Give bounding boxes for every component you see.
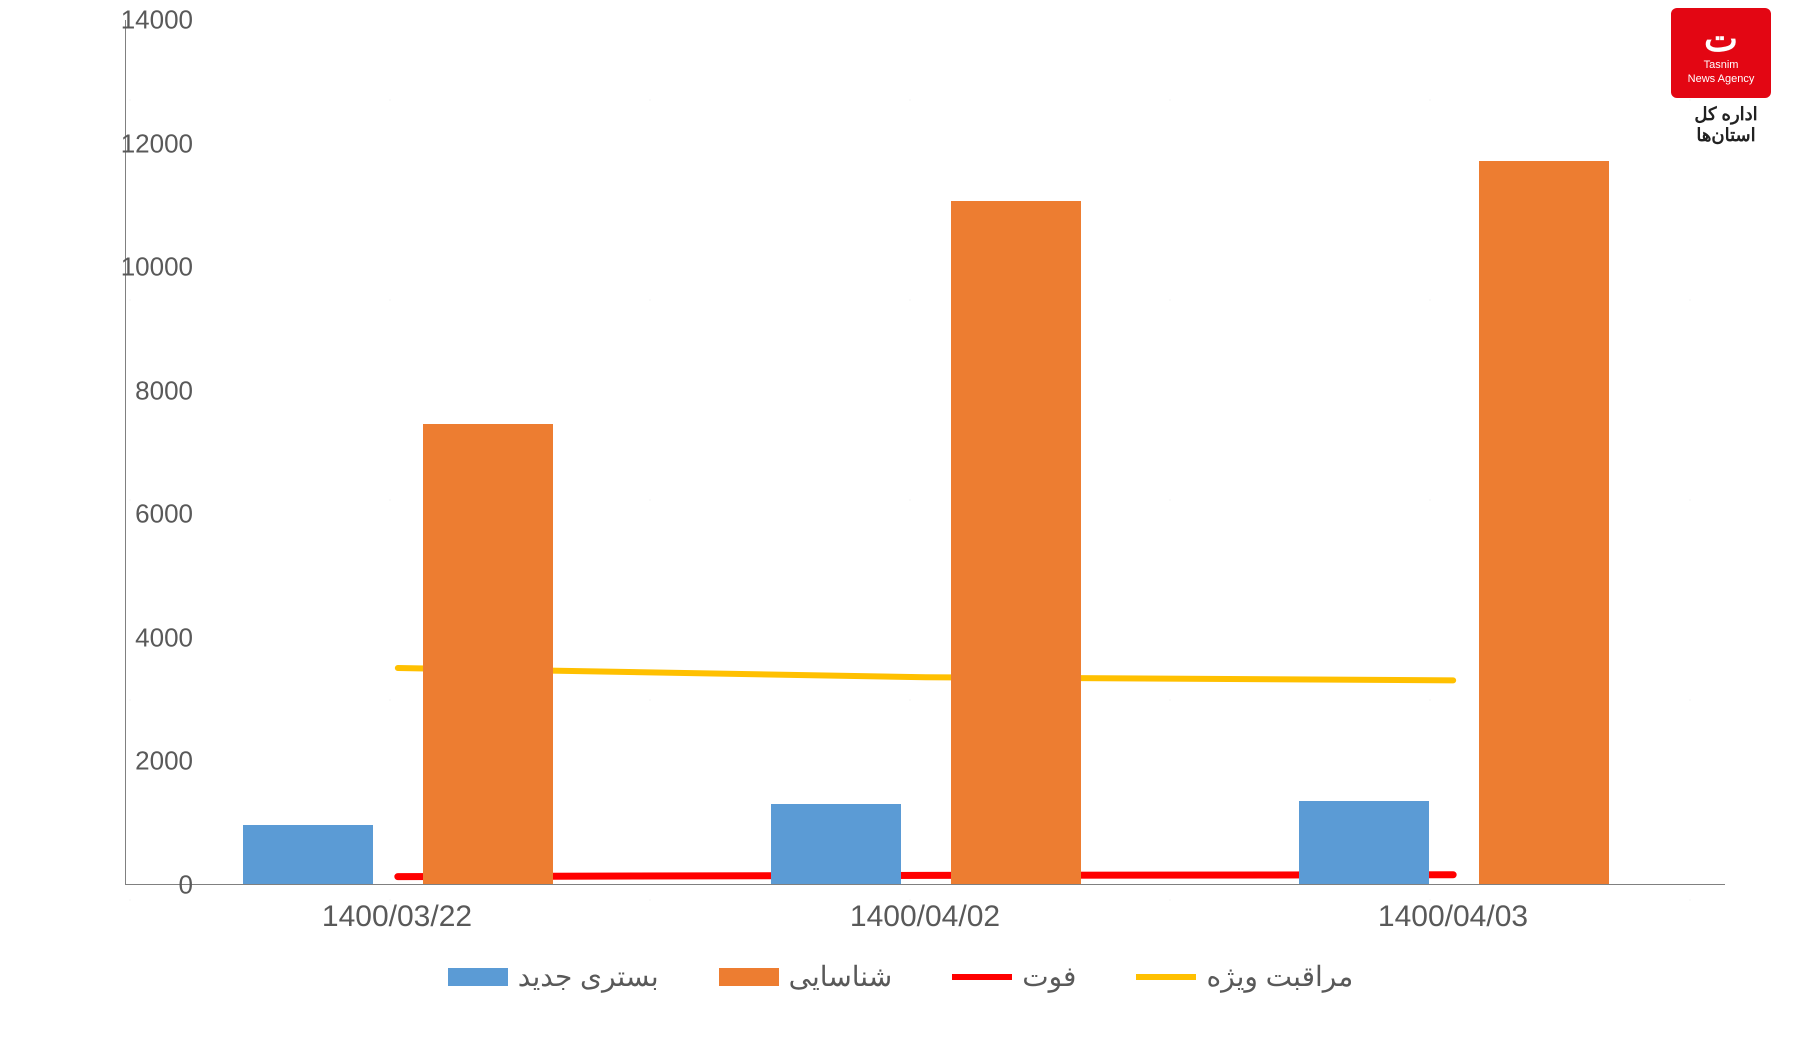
bar <box>951 201 1081 884</box>
y-tick-label: 14000 <box>83 5 193 36</box>
y-tick-label: 8000 <box>83 375 193 406</box>
legend-item: مراقبت ویژه <box>1136 960 1353 993</box>
legend-swatch <box>1136 974 1196 980</box>
series-line <box>398 875 1453 877</box>
legend-item: شناسایی <box>719 960 893 993</box>
series-line <box>398 668 1453 680</box>
chart-container: ت Tasnim News Agency اداره کل استان‌ها م… <box>0 0 1801 1045</box>
y-tick-label: 0 <box>83 870 193 901</box>
legend-item: بستری جدید <box>448 960 659 993</box>
plot-area <box>125 20 1725 885</box>
legend-label: فوت <box>1022 960 1076 993</box>
legend-label: بستری جدید <box>518 960 659 993</box>
y-tick-label: 10000 <box>83 252 193 283</box>
legend-swatch <box>952 974 1012 980</box>
bar <box>771 804 901 884</box>
x-tick-label: 1400/03/22 <box>322 900 472 934</box>
y-tick-label: 6000 <box>83 499 193 530</box>
legend-swatch <box>719 968 779 986</box>
legend-label: شناسایی <box>789 960 893 993</box>
legend-swatch <box>448 968 508 986</box>
y-tick-label: 12000 <box>83 128 193 159</box>
legend: مراقبت ویژه فوت شناسایی بستری جدید <box>0 960 1801 993</box>
x-tick-label: 1400/04/02 <box>850 900 1000 934</box>
x-tick-label: 1400/04/03 <box>1378 900 1528 934</box>
y-tick-label: 4000 <box>83 622 193 653</box>
bar <box>1299 801 1429 884</box>
bar <box>1479 161 1609 884</box>
legend-item: فوت <box>952 960 1076 993</box>
bar <box>243 825 373 884</box>
bar <box>423 424 553 884</box>
y-tick-label: 2000 <box>83 746 193 777</box>
legend-label: مراقبت ویژه <box>1206 960 1353 993</box>
